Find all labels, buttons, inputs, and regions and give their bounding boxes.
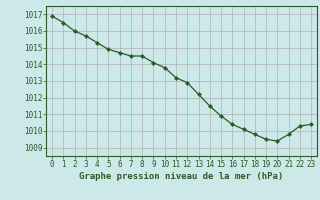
X-axis label: Graphe pression niveau de la mer (hPa): Graphe pression niveau de la mer (hPa) (79, 172, 284, 181)
